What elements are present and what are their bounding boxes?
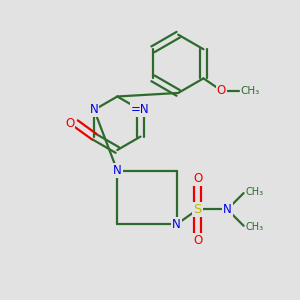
Text: CH₃: CH₃ — [241, 85, 260, 96]
Text: O: O — [193, 172, 202, 185]
Text: N: N — [136, 103, 145, 116]
Text: N: N — [90, 103, 98, 116]
Text: N: N — [172, 218, 181, 231]
Text: N: N — [113, 164, 122, 177]
Text: CH₃: CH₃ — [245, 222, 263, 232]
Text: O: O — [193, 234, 202, 247]
Text: N: N — [223, 203, 232, 216]
Text: O: O — [217, 84, 226, 97]
Text: CH₃: CH₃ — [245, 187, 263, 196]
Text: =N: =N — [131, 103, 150, 116]
Text: S: S — [194, 203, 202, 216]
Text: O: O — [65, 117, 74, 130]
